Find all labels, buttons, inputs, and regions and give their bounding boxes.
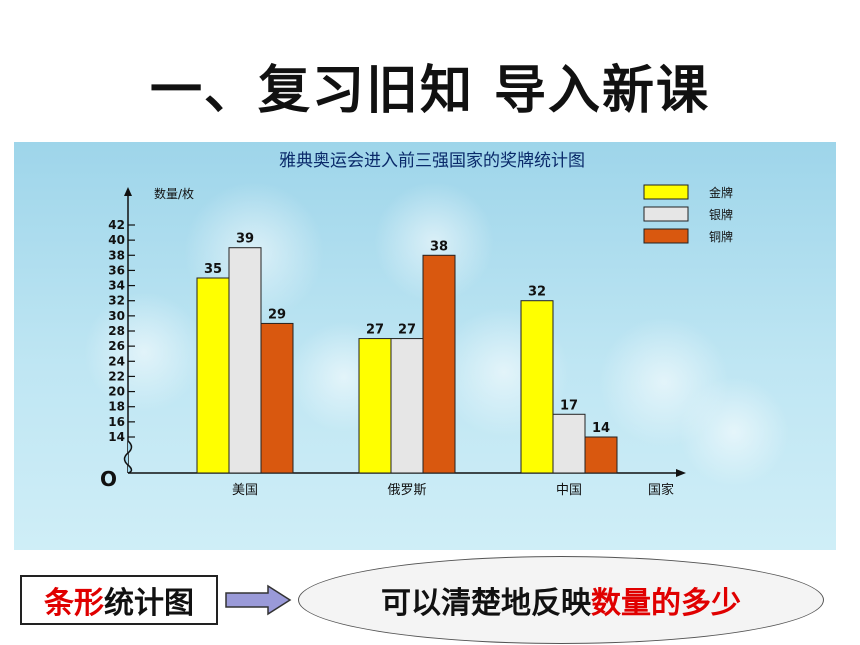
legend-swatch (643, 184, 689, 200)
bar-value-label: 35 (204, 262, 222, 277)
slide-title: 一、复习旧知 导入新课 (149, 61, 711, 121)
y-tick-label: 36 (108, 263, 125, 277)
y-tick-label: 22 (108, 369, 125, 383)
category-label: 美国 (232, 483, 258, 498)
x-axis-label: 国家 (648, 482, 674, 498)
y-tick-label: 14 (108, 430, 125, 444)
bar (358, 338, 392, 474)
bar-value-label: 14 (592, 421, 610, 436)
y-axis-arrowhead (124, 187, 132, 196)
legend-swatch (643, 228, 689, 244)
bar-value-label: 17 (560, 398, 578, 413)
bar (228, 247, 262, 474)
conclusion-red-text: 数量的多少 (591, 586, 741, 621)
y-axis-label: 数量/枚 (154, 186, 194, 201)
bar-value-label: 39 (236, 232, 254, 247)
bar-chart-term-box: 条形 统计图 (20, 575, 218, 625)
y-tick-label: 42 (108, 218, 125, 232)
category-labels: 美国 俄罗斯 中国 (232, 483, 582, 498)
y-tick-label: 34 (108, 279, 125, 293)
bar-value-label: 27 (366, 323, 384, 338)
term-black-text: 统计图 (104, 586, 194, 621)
legend-label: 金牌 (709, 185, 733, 200)
y-tick-label: 30 (108, 309, 125, 323)
y-tick-label: 20 (108, 385, 125, 399)
y-tick-label: 38 (108, 248, 125, 262)
category-label: 俄罗斯 (387, 483, 426, 498)
axis-break-mark (123, 440, 133, 474)
bar (422, 254, 456, 474)
chart-panel: 雅典奥运会进入前三强国家的奖牌统计图 数量/枚 国家 O 14 16 18 20 22 2… (14, 142, 836, 550)
category-label: 中国 (556, 483, 582, 498)
right-arrow-icon (225, 584, 292, 616)
medal-bar-chart: 雅典奥运会进入前三强国家的奖牌统计图 数量/枚 国家 O 14161820222… (84, 151, 789, 498)
legend-swatch (643, 206, 689, 222)
y-tick-label: 24 (108, 354, 125, 368)
bar (260, 322, 294, 474)
bar-value-label: 29 (268, 307, 286, 322)
bar-value-label: 27 (398, 323, 416, 338)
bar-value-label: 32 (528, 285, 546, 300)
term-red-text: 条形 (44, 586, 104, 621)
bar (520, 300, 554, 474)
y-tick-label: 18 (108, 400, 125, 414)
y-tick-label: 16 (108, 415, 125, 429)
y-tick-label: 40 (108, 233, 125, 247)
chart-title: 雅典奥运会进入前三强国家的奖牌统计图 (279, 151, 585, 171)
y-tick-label: 32 (108, 294, 125, 308)
bar (584, 436, 618, 474)
x-axis-arrowhead (676, 469, 686, 477)
bar (552, 413, 586, 474)
bar (390, 338, 424, 474)
legend-label: 银牌 (709, 208, 733, 222)
bar (196, 277, 230, 474)
legend-label: 铜牌 (709, 229, 733, 244)
y-tick-label: 28 (108, 324, 125, 338)
origin-label: O (100, 467, 117, 491)
conclusion-black-text: 可以清楚地反映 (381, 586, 591, 621)
conclusion-ellipse: 可以清楚地反映 数量的多少 (298, 556, 824, 644)
bar-value-label: 38 (430, 239, 448, 254)
y-tick-label: 26 (108, 339, 125, 353)
bars: 35 39 29 27 27 38 32 17 14 (196, 232, 618, 474)
